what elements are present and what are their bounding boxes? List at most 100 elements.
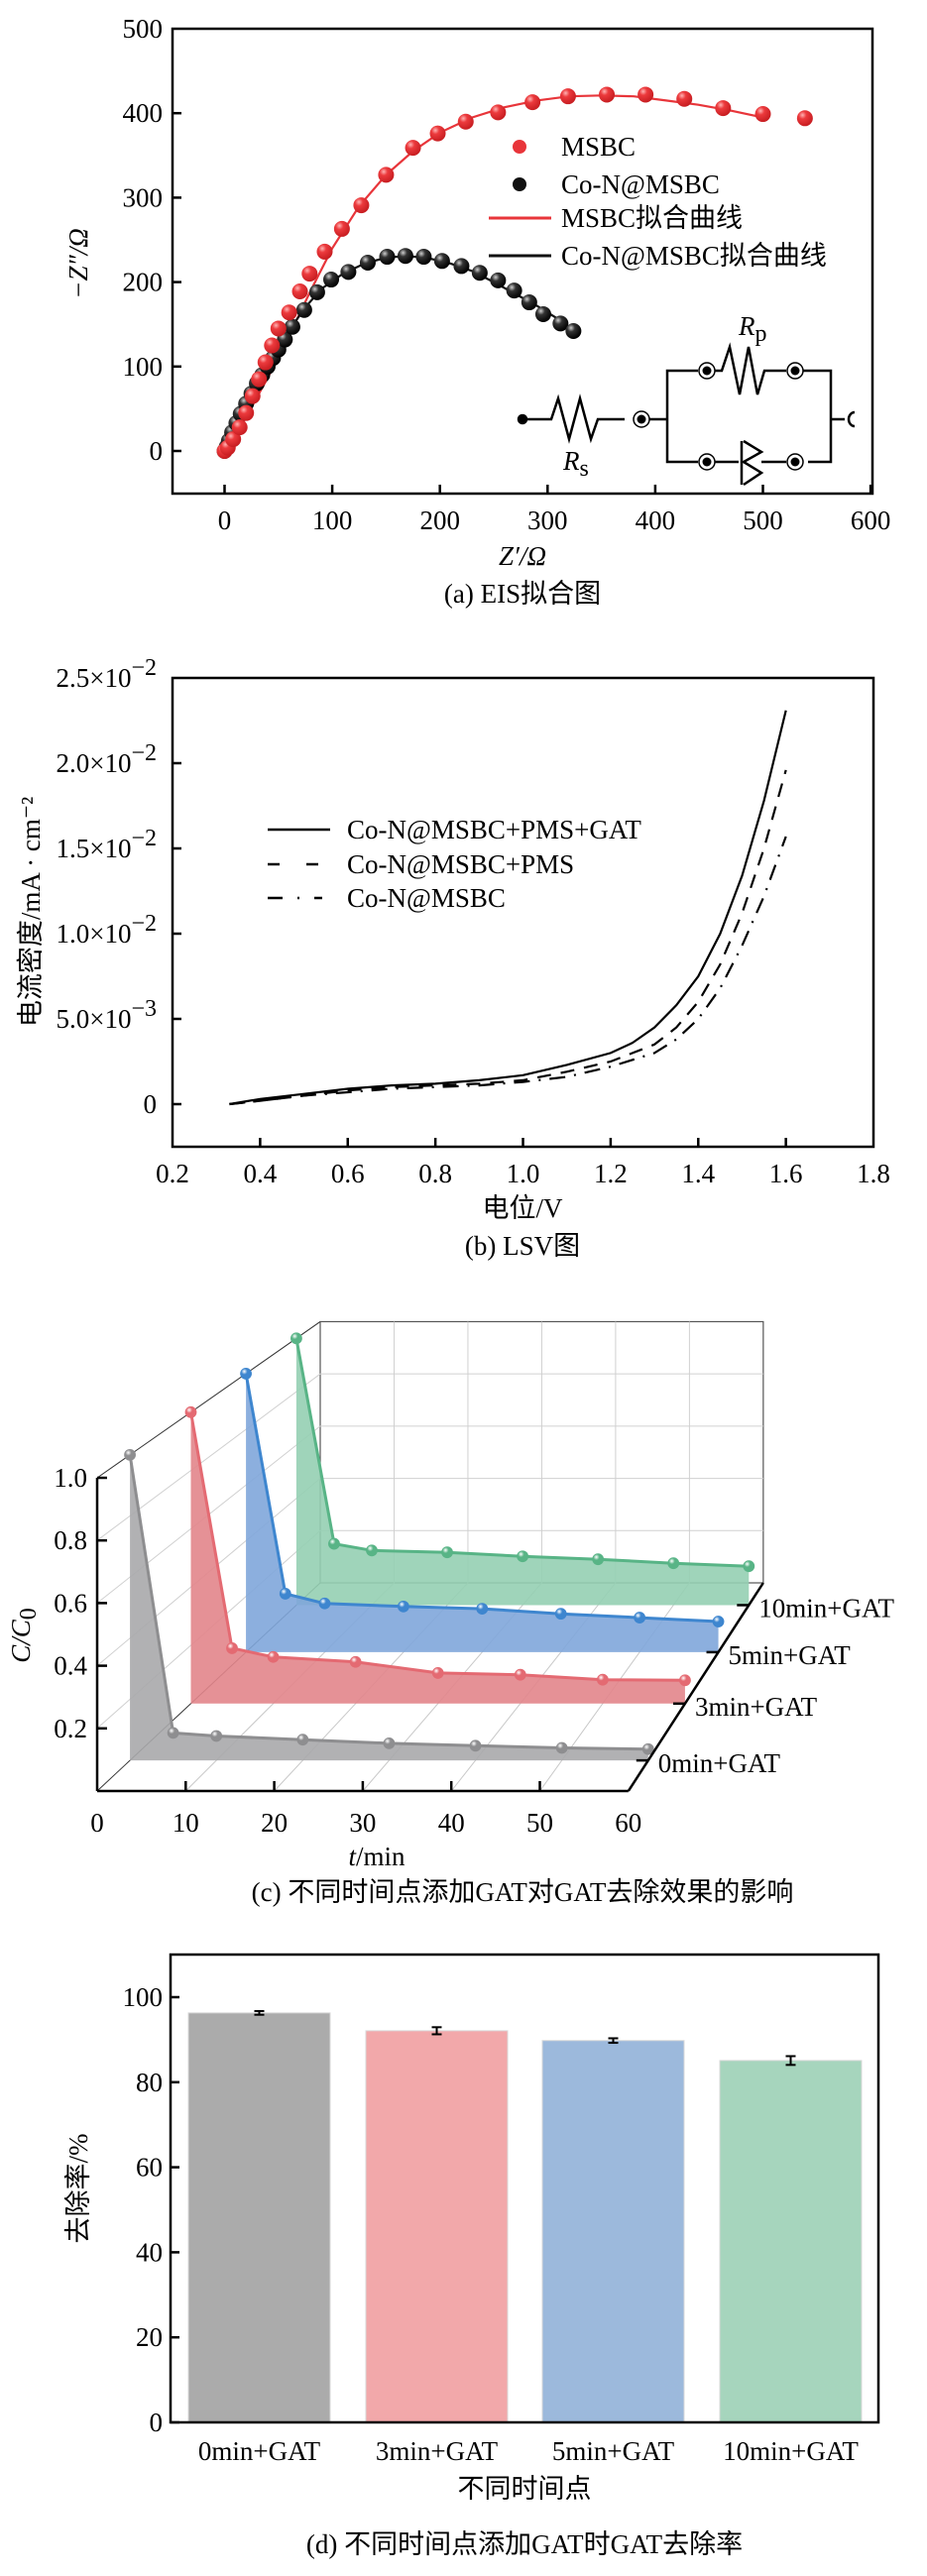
resistor-rs-icon bbox=[522, 393, 625, 444]
y-tick-label: 0.4 bbox=[54, 1651, 87, 1681]
error-bar bbox=[785, 2055, 796, 2067]
series-depth-label: 3min+GAT bbox=[695, 1692, 818, 1722]
series-depth-label: 0min+GAT bbox=[658, 1748, 781, 1778]
x-tick-label: 300 bbox=[527, 505, 568, 535]
series-area bbox=[295, 1338, 750, 1606]
series-line bbox=[244, 1373, 719, 1624]
circuit-node-dot bbox=[790, 366, 800, 376]
x-tick-label: 600 bbox=[851, 505, 891, 535]
data-point bbox=[267, 1650, 280, 1663]
rp-label: Rp bbox=[738, 311, 767, 347]
y-tick-label: 2.0×10−2 bbox=[56, 740, 157, 778]
x-tick-label: 5min+GAT bbox=[552, 2436, 675, 2466]
y-axis-label: −Z″/Ω bbox=[63, 228, 93, 299]
data-point bbox=[599, 86, 616, 103]
error-bar bbox=[254, 2010, 265, 2016]
data-point bbox=[521, 294, 537, 311]
legend-label-con-msbc-fit: Co-N@MSBC拟合曲线 bbox=[561, 241, 827, 271]
data-point bbox=[555, 1741, 568, 1754]
data-point bbox=[506, 282, 522, 299]
data-point bbox=[316, 243, 333, 260]
data-point bbox=[637, 86, 654, 103]
plot-frame bbox=[169, 1953, 880, 2424]
legend: MSBC Co-N@MSBC MSBC拟合曲线 Co-N@MSBC拟合曲线 bbox=[489, 132, 827, 271]
data-point bbox=[290, 1332, 302, 1345]
legend-label-pms: Co-N@MSBC+PMS bbox=[347, 849, 574, 879]
y-tick-label: 200 bbox=[123, 268, 164, 297]
error-bar bbox=[431, 2026, 442, 2036]
data-point bbox=[453, 258, 470, 275]
axis-ticks: 0 100 200 300 400 500 600 0 100 200 300 400 500 bbox=[123, 14, 891, 535]
x-tick-label: 10min+GAT bbox=[723, 2436, 859, 2466]
lsv-line-dashed bbox=[229, 769, 787, 1106]
y-tick-label: 300 bbox=[123, 182, 164, 212]
y-tick-label: 0.8 bbox=[54, 1525, 87, 1555]
panel-b-lsv-chart: 0.2 0.4 0.6 0.8 1.0 1.2 1.4 1.6 1.8 0 5.0×10−3 1.0×… bbox=[16, 655, 890, 1261]
bar-0min+GAT bbox=[187, 2012, 331, 2423]
data-point bbox=[490, 272, 507, 288]
data-point bbox=[340, 264, 357, 280]
x-tick-label: 1.6 bbox=[769, 1159, 803, 1188]
data-point bbox=[295, 301, 312, 318]
x-tick-label: 10 bbox=[173, 1808, 199, 1838]
panel-d-bar-chart: 0 20 40 60 80 100 0min+GAT 3min+GAT 5min+GAT 10mi… bbox=[63, 1953, 880, 2559]
series-ribbons bbox=[124, 1332, 755, 1761]
data-point bbox=[308, 283, 325, 300]
data-point bbox=[281, 304, 297, 321]
panel-d-caption: (d) 不同时间点添加GAT时GAT去除率 bbox=[306, 2529, 743, 2559]
panel-c-caption: (c) 不同时间点添加GAT对GAT去除效果的影响 bbox=[252, 1877, 794, 1907]
data-point bbox=[383, 1736, 396, 1749]
series-line bbox=[189, 1411, 685, 1682]
data-point bbox=[359, 255, 376, 272]
data-point bbox=[565, 323, 582, 340]
series-area bbox=[246, 1373, 719, 1652]
x-tick-label: 1.2 bbox=[594, 1159, 628, 1188]
legend-marker-con-msbc bbox=[513, 177, 526, 191]
data-point bbox=[667, 1557, 680, 1570]
data-point bbox=[471, 265, 488, 281]
bar-10min+GAT bbox=[719, 2060, 863, 2423]
legend: Co-N@MSBC+PMS+GAT Co-N@MSBC+PMS Co-N@MSB… bbox=[268, 815, 641, 913]
x-tick-label: 0 bbox=[218, 505, 232, 535]
x-tick-label: 1.8 bbox=[857, 1159, 890, 1188]
plot-frame bbox=[171, 676, 875, 1149]
cpe-terminal-icon bbox=[847, 410, 856, 428]
x-tick-label: 0min+GAT bbox=[198, 2436, 321, 2466]
y-axis-label: 去除率/% bbox=[63, 2134, 93, 2244]
y-tick-label: 20 bbox=[136, 2322, 163, 2352]
data-point bbox=[490, 104, 507, 121]
data-point bbox=[592, 1553, 605, 1566]
data-points bbox=[216, 86, 813, 459]
data-point bbox=[743, 1560, 755, 1573]
bar-3min+GAT bbox=[365, 2030, 509, 2423]
data-point bbox=[318, 1597, 331, 1610]
series-depth-label: 5min+GAT bbox=[729, 1640, 852, 1670]
data-point bbox=[279, 1588, 291, 1600]
y-tick-label: 40 bbox=[136, 2237, 163, 2267]
y-tick-label: 500 bbox=[123, 14, 164, 44]
x-axis-label: 电位/V bbox=[483, 1193, 564, 1223]
data-point bbox=[210, 1730, 223, 1742]
x-tick-label: 500 bbox=[743, 505, 783, 535]
back-wall bbox=[319, 1320, 764, 1584]
y-tick-label: 1.5×10−2 bbox=[56, 826, 157, 863]
resistor-rp-icon bbox=[715, 342, 786, 395]
legend-label-msbc-fit: MSBC拟合曲线 bbox=[561, 203, 743, 233]
x-tick-label: 30 bbox=[349, 1808, 376, 1838]
data-point bbox=[517, 1550, 529, 1563]
data-point bbox=[270, 320, 287, 337]
legend-label-con-msbc: Co-N@MSBC bbox=[561, 169, 720, 199]
data-point bbox=[596, 1673, 609, 1686]
data-point bbox=[378, 167, 395, 183]
y-tick-label: 0 bbox=[150, 2408, 164, 2437]
data-point bbox=[405, 140, 421, 157]
data-point bbox=[231, 419, 248, 436]
y-tick-label: 400 bbox=[123, 98, 164, 128]
y-tick-label: 100 bbox=[123, 352, 164, 382]
panel-c-3d-waterfall-chart: 0 10 20 30 40 50 60 0.2 0.4 0.6 0.8 1.0 0min+GAT 3min… bbox=[6, 1320, 895, 1907]
data-point bbox=[225, 431, 242, 448]
circuit-wire bbox=[803, 369, 845, 464]
y-axis-label: 电流密度/mA · cm⁻² bbox=[16, 797, 46, 1027]
circuit-node-dot bbox=[637, 414, 646, 424]
series-area bbox=[190, 1411, 685, 1704]
